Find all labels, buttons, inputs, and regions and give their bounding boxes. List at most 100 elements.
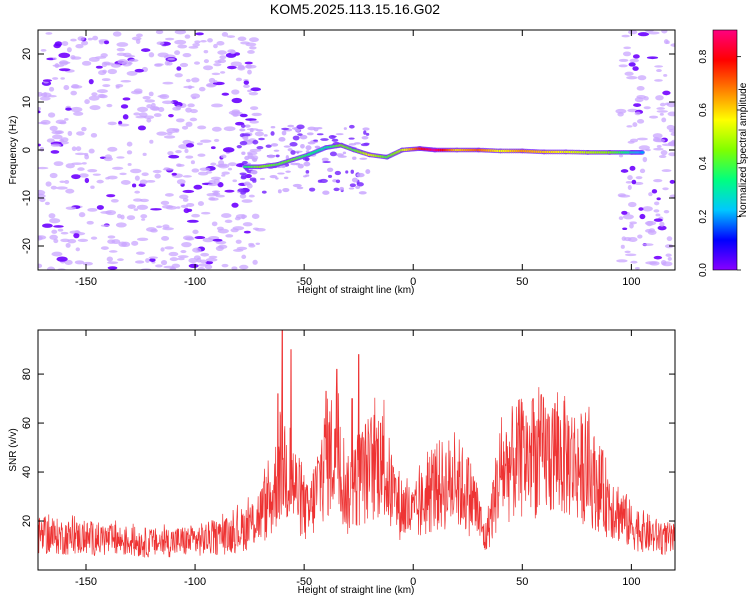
spectrogram-noise-cell [661,117,667,123]
y-tick-label: 20 [21,515,33,527]
spectrogram-noise-cell [190,160,195,165]
spectrogram-noise-cell [134,190,141,194]
spectrogram-noise-cell [303,175,307,178]
spectrogram-noise-cell [137,125,146,131]
spectrogram-noise-cell [70,55,76,60]
spectrogram-noise-cell [60,231,69,235]
spectrogram-noise-cell [665,40,670,45]
spectrogram-noise-cell [75,146,82,152]
spectrogram-noise-cell [49,172,58,179]
spectrogram-noise-cell [74,230,80,234]
spectrogram-noise-cell [636,137,648,141]
spectrogram-noise-cell [221,213,232,219]
spectrogram-noise-cell [49,125,58,132]
spectrogram-noise-cell [289,142,298,147]
spectrogram-noise-cell [162,204,174,209]
spectrogram-noise-cell [190,93,201,99]
spectrogram-noise-cell [175,105,182,110]
spectrogram-noise-cell [88,148,95,154]
x-tick-label: -50 [296,276,312,288]
spectrogram-noise-cell [74,152,86,156]
spectrogram-noise-cell [241,254,247,260]
spectrogram-noise-cell [327,167,334,173]
spectrogram-noise-cell [309,187,316,192]
spectrogram-noise-cell [215,245,224,251]
spectrogram-noise-cell [136,204,149,210]
spectrogram-x-axis-label: Height of straight line (km) [298,285,415,296]
spectrogram-noise-cell [179,194,189,200]
spectrogram-noise-cell [653,209,660,213]
spectrogram-noise-cell [168,251,179,257]
spectrogram-noise-cell [621,236,627,241]
spectrogram-noise-cell [628,201,637,208]
spectrogram-noise-cell [637,234,643,239]
spectrogram-noise-cell [161,236,170,241]
spectrogram-noise-cell [237,188,245,193]
colorbar-tick-label: 0.4 [698,156,709,170]
spectrogram-noise-cell [205,257,218,262]
y-tick-label: 0 [21,147,33,153]
spectrogram-noise-cell [221,174,226,177]
spectrogram-noise-cell [255,242,261,246]
spectrogram-noise-cell [348,187,355,190]
spectrogram-noise-cell [259,177,265,181]
spectrogram-noise-cell [658,155,667,159]
spectrogram-noise-cell [193,184,203,190]
spectrogram-noise-cell [616,259,628,263]
spectrogram-noise-cell [290,162,298,166]
y-tick-label: 80 [21,368,33,380]
spectrogram-noise-cell [107,175,118,180]
spectrogram-noise-cell [197,171,209,176]
spectrogram-noise-cell [659,221,665,227]
spectrogram-noise-cell [296,124,305,130]
spectrogram-noise-cell [213,138,220,142]
spectrogram-noise-cell [660,150,668,156]
spectrogram-noise-cell [270,131,275,136]
spectrogram-noise-cell [221,92,230,96]
spectrogram-noise-cell [194,236,206,240]
x-tick-label: -150 [75,576,97,588]
spectrogram-noise-cell [53,238,59,244]
spectrogram-noise-cell [50,185,57,190]
spectrogram-noise-cell [349,183,356,188]
spectrogram-noise-cell [240,174,247,179]
spectrogram-noise-cell [71,174,81,180]
spectrogram-noise-cell [247,49,255,54]
spectrogram-noise-cell [244,124,251,128]
spectrogram-noise-cell [625,181,633,184]
spectrogram-noise-cell [151,102,156,108]
spectrogram-noise-cell [134,175,140,181]
spectrogram-noise-cell [156,225,163,229]
spectrogram-noise-cell [185,121,193,127]
spectrogram-noise-cell [47,112,56,118]
spectrogram-noise-cell [250,87,262,92]
x-tick-label: -150 [75,276,97,288]
spectrogram-noise-cell [232,179,238,183]
spectrogram-noise-cell [58,61,71,65]
spectrogram-noise-cell [107,146,118,152]
spectrogram-noise-cell [101,61,108,67]
colorbar-tick-label: 0.8 [698,49,709,63]
spectrogram-noise-cell [59,139,65,142]
spectrogram-noise-cell [135,115,147,119]
spectrogram-noise-cell [153,113,162,118]
spectrogram-noise-cell [654,65,664,68]
spectrogram-noise-cell [127,163,132,166]
spectrogram-noise-cell [623,46,632,50]
spectrogram-noise-cell [192,43,200,47]
spectrogram-noise-cell [39,197,46,203]
spectrogram-noise-cell [49,234,58,240]
spectrogram-noise-cell [55,186,68,190]
spectrogram-noise-cell [221,32,229,37]
spectrogram-noise-cell [254,131,264,137]
spectrogram-noise-cell [627,140,635,144]
spectrogram-noise-cell [629,165,636,171]
spectrogram-noise-cell [179,62,189,68]
spectrogram-noise-cell [204,264,213,270]
spectrogram-noise-cell [192,247,202,253]
spectrogram-noise-cell [203,49,209,54]
spectrogram-noise-cell [353,142,361,145]
spectrogram-noise-cell [283,176,289,180]
spectrogram-noise-cell [107,121,117,126]
spectrogram-noise-cell [297,133,303,136]
